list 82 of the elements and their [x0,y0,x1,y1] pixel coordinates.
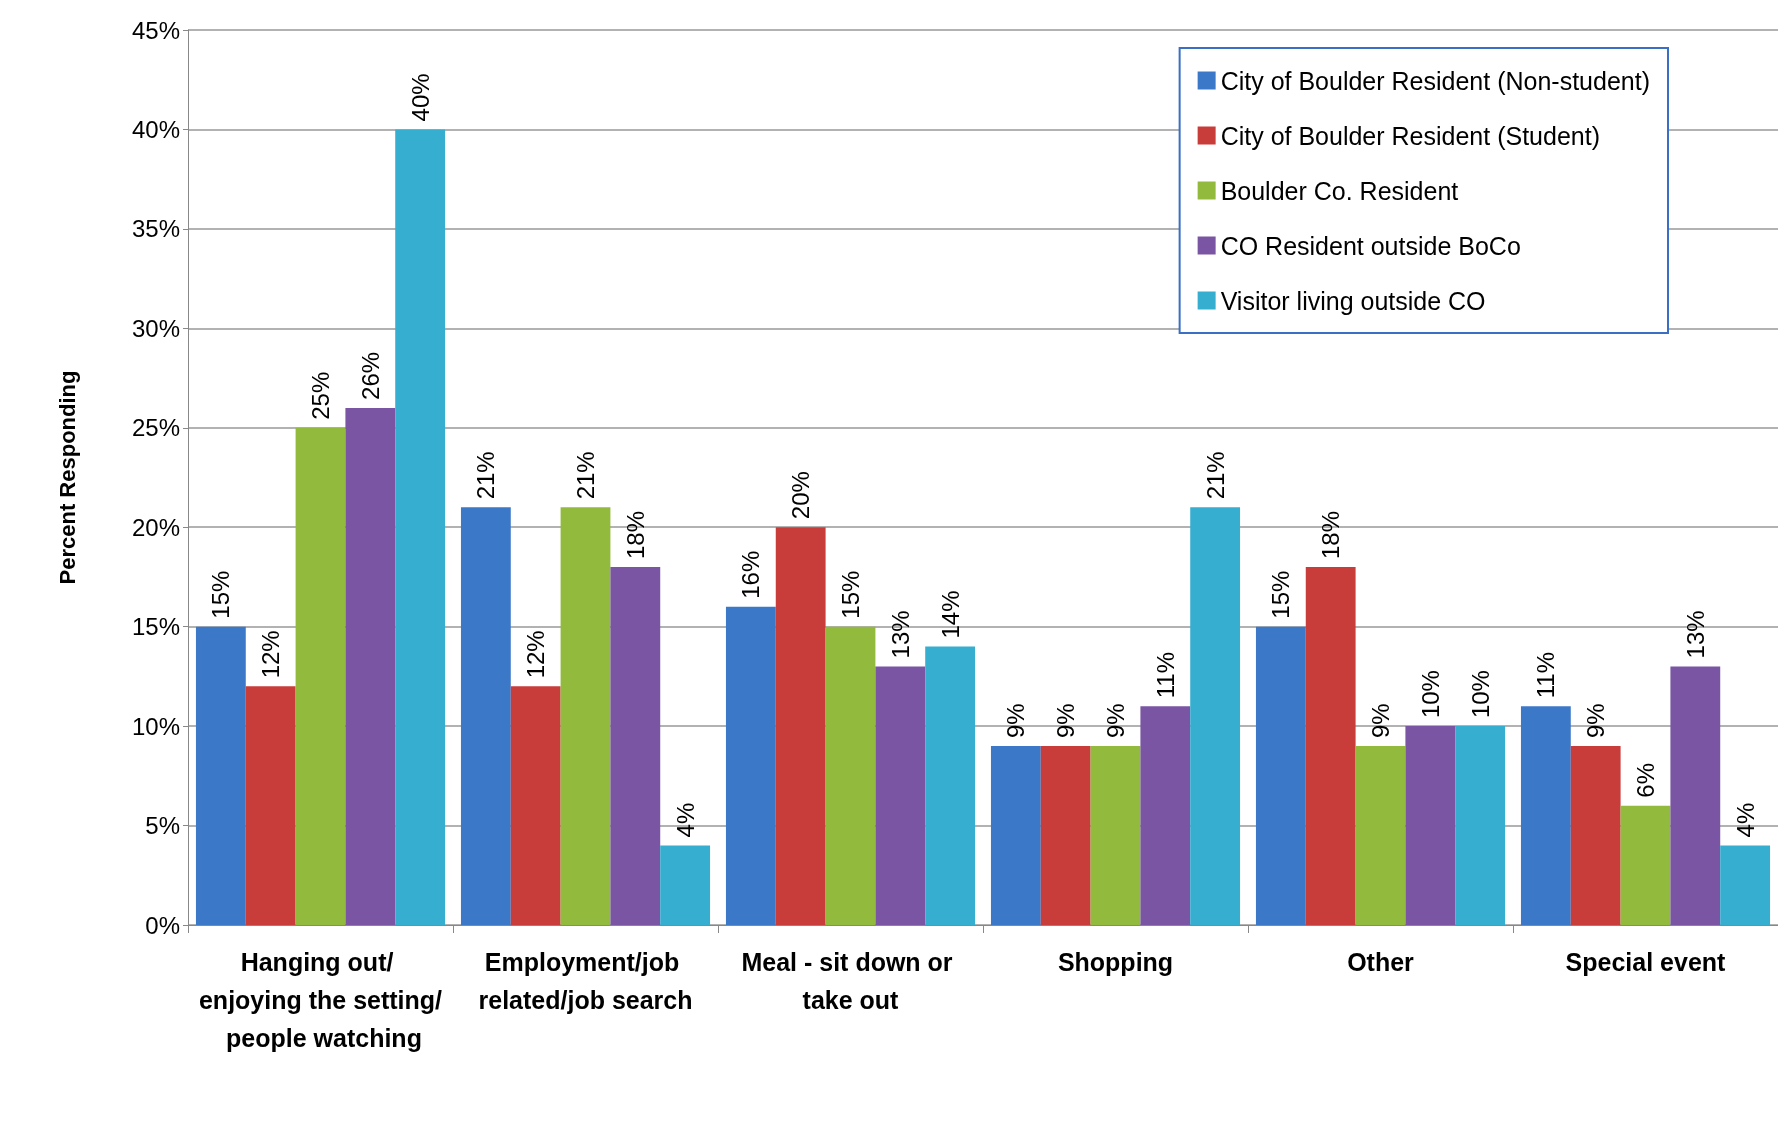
data-label: 26% [356,351,384,400]
bar [875,666,926,925]
x-tick-label: Meal - sit down or take out [741,948,960,1014]
y-tick-label: 15% [131,613,180,641]
data-label: 21% [1201,451,1229,500]
bar [990,746,1041,925]
data-label: 13% [1681,610,1709,659]
bar [1305,567,1356,925]
bar [1520,706,1571,925]
legend-label: Boulder Co. Resident [1220,176,1459,205]
bar [1040,746,1091,925]
data-label: 18% [1317,510,1345,559]
data-label: 21% [572,451,599,500]
data-label: 4% [1731,802,1759,838]
y-tick-label: 20% [131,513,180,541]
data-label: 16% [737,550,765,599]
y-tick-label: 45% [131,16,180,44]
bar [1455,726,1506,925]
y-axis-title: Percent Responding [54,370,80,585]
data-label: 12% [257,630,285,679]
legend-label: CO Resident outside BoCo [1220,231,1521,260]
bar [195,626,246,925]
data-label: 14% [936,590,964,639]
x-tick-label: Other [1347,948,1415,976]
legend-label: Visitor living outside CO [1220,286,1486,315]
y-tick-label: 10% [131,712,180,740]
bar [245,686,296,925]
bar [1090,746,1141,925]
bar [345,407,396,925]
bar [1355,746,1406,925]
data-label: 9% [1367,703,1394,738]
data-label: 9% [1002,703,1030,738]
data-label: 13% [886,610,914,659]
bar [1720,845,1771,925]
bar [775,527,826,925]
y-tick-label: 35% [131,215,180,243]
data-label: 11% [1532,651,1560,699]
bar [825,626,876,925]
bar [1670,666,1721,925]
bar [560,507,611,925]
bar [610,567,661,925]
bar [660,845,711,925]
data-label: 12% [522,630,550,679]
data-label: 11% [1151,651,1179,699]
legend-label: City of Boulder Resident (Non-student) [1220,66,1650,95]
data-label: 25% [307,371,334,420]
x-tick-label: Hanging out/ enjoying the setting/ people watching [198,948,443,1052]
data-label: 10% [1416,670,1444,719]
data-label: 18% [621,510,649,559]
bar [1140,706,1191,925]
data-label: 15% [837,570,864,619]
x-tick-label: Employment/job related/job search [478,948,693,1014]
bar [460,507,511,925]
bar [1255,626,1306,925]
x-tick-label: Shopping [1057,948,1174,976]
bar [1190,507,1241,925]
bar [1570,746,1621,925]
data-label: 9% [1052,703,1080,738]
bar [1620,805,1671,925]
y-tick-label: 5% [145,812,180,840]
bar [510,686,561,925]
y-tick-label: 25% [131,414,180,442]
data-label: 9% [1582,703,1610,738]
y-tick-label: 40% [131,115,180,143]
bar [925,646,976,925]
data-label: 6% [1632,762,1659,798]
bar [725,606,776,925]
y-tick-label: 30% [131,314,180,342]
data-label: 40% [406,73,434,122]
data-label: 9% [1102,703,1129,738]
legend-label: City of Boulder Resident (Student) [1220,121,1600,150]
x-tick-label: Special event [1565,948,1727,976]
data-label: 4% [671,802,699,838]
data-label: 20% [787,471,815,520]
data-label: 10% [1466,670,1494,719]
bar [1405,726,1456,925]
bar [295,427,346,925]
data-label: 15% [1267,570,1295,619]
data-label: 21% [472,451,500,500]
y-tick-label: 0% [145,911,180,939]
data-label: 15% [207,570,235,619]
bar [395,129,446,925]
